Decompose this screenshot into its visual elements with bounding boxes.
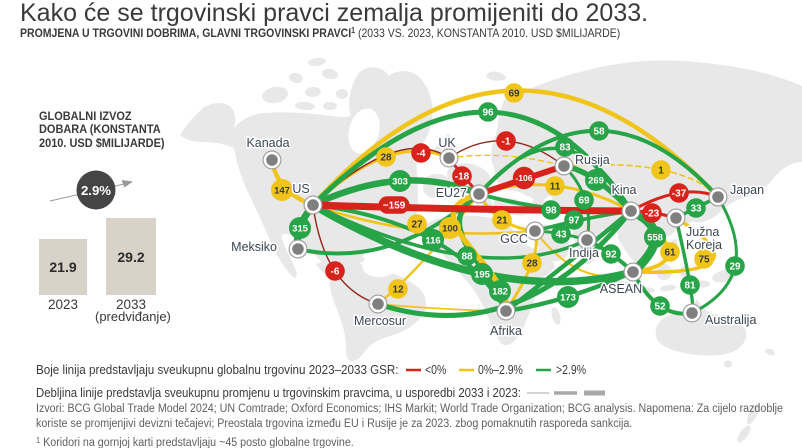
svg-text:Meksiko: Meksiko [231,240,277,254]
svg-text:11: 11 [550,182,561,193]
svg-text:21: 21 [496,216,508,227]
svg-text:28: 28 [380,153,392,164]
svg-text:303: 303 [392,176,408,187]
svg-text:0%–2.9%: 0%–2.9% [478,364,523,377]
svg-text:-4: -4 [417,149,426,160]
svg-text:ASEAN: ASEAN [600,282,642,296]
svg-text:69: 69 [578,196,590,207]
svg-text:-6: -6 [331,267,340,278]
svg-text:182: 182 [492,286,508,297]
svg-text:Australija: Australija [705,313,756,327]
svg-text:Koreja: Koreja [686,238,722,252]
svg-text:33: 33 [690,204,702,215]
svg-text:-18: -18 [455,172,470,183]
svg-text:173: 173 [560,292,576,303]
svg-text:43: 43 [555,230,567,241]
svg-text:58: 58 [593,127,605,138]
svg-text:558: 558 [647,232,663,243]
svg-text:-106: -106 [515,173,532,183]
svg-text:195: 195 [474,269,491,280]
svg-text:315: 315 [292,223,309,234]
svg-text:−159: −159 [383,201,406,212]
svg-text:75: 75 [698,255,710,266]
svg-text:-37: -37 [672,189,687,200]
svg-text:92: 92 [605,250,617,261]
svg-text:28: 28 [526,259,538,270]
svg-text:52: 52 [654,302,666,313]
svg-text:-23: -23 [645,209,660,220]
svg-text:>2.9%: >2.9% [556,364,586,377]
svg-text:Afrika: Afrika [490,324,522,338]
svg-text:-1: -1 [502,137,511,148]
svg-text:116: 116 [425,235,440,246]
svg-text:1: 1 [658,166,664,177]
svg-text:12: 12 [392,285,404,296]
svg-text:<0%: <0% [425,364,446,377]
svg-text:100: 100 [442,223,458,234]
svg-text:27: 27 [411,220,423,231]
svg-text:97: 97 [568,216,580,227]
svg-text:Kina: Kina [611,183,636,197]
svg-text:Južna: Južna [686,225,719,239]
svg-text:EU27: EU27 [436,186,467,200]
svg-text:GCC: GCC [500,232,528,246]
svg-text:US: US [292,182,309,196]
svg-text:Rusija: Rusija [575,153,610,167]
svg-text:83: 83 [559,143,571,154]
svg-text:Kanada: Kanada [246,136,289,150]
svg-text:81: 81 [684,281,696,292]
svg-text:2.9%: 2.9% [81,183,111,198]
svg-text:98: 98 [545,206,557,217]
svg-text:Indija: Indija [569,246,599,260]
svg-text:69: 69 [508,89,520,100]
svg-text:61: 61 [664,248,676,259]
svg-text:Japan: Japan [730,183,764,197]
svg-text:147: 147 [274,185,290,196]
svg-text:UK: UK [438,136,456,150]
svg-text:269: 269 [588,175,604,186]
svg-text:88: 88 [461,252,473,263]
svg-text:Mercosur: Mercosur [354,314,406,328]
svg-text:96: 96 [482,108,494,119]
svg-text:29: 29 [729,262,741,273]
